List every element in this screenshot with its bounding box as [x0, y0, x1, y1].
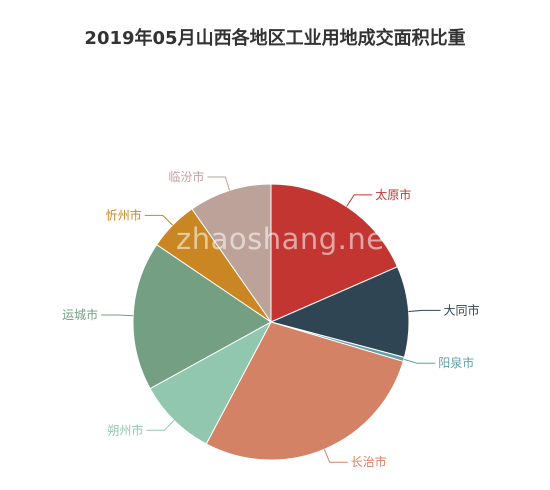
slice-label-4: 朔州市: [107, 422, 143, 437]
pie-slice-7: [191, 183, 272, 324]
leader-line-1: [408, 309, 441, 312]
slice-label-6: 忻州市: [106, 207, 142, 222]
leader-line-0: [346, 194, 373, 207]
leader-line-6: [144, 214, 174, 226]
slice-label-3: 长治市: [351, 454, 387, 469]
label-leader-lines: [101, 176, 441, 463]
pie-slice-3: [205, 321, 404, 461]
pie-slice-4: [149, 320, 273, 445]
chart-title: 2019年05月山西各地区工业用地成交面积比重: [84, 28, 466, 49]
slice-label-1: 大同市: [444, 302, 480, 317]
leader-line-4: [146, 419, 175, 431]
slice-label-2: 阳泉市: [438, 355, 474, 370]
leader-line-3: [323, 449, 348, 463]
pie-slices: [132, 183, 410, 461]
leader-line-5: [101, 314, 134, 317]
slice-label-5: 运城市: [62, 307, 98, 322]
slice-label-0: 太原市: [375, 187, 411, 202]
leader-line-7: [207, 176, 231, 191]
slice-label-7: 临汾市: [168, 169, 204, 184]
pie-slice-0: [270, 183, 399, 323]
leader-line-2: [403, 358, 436, 364]
